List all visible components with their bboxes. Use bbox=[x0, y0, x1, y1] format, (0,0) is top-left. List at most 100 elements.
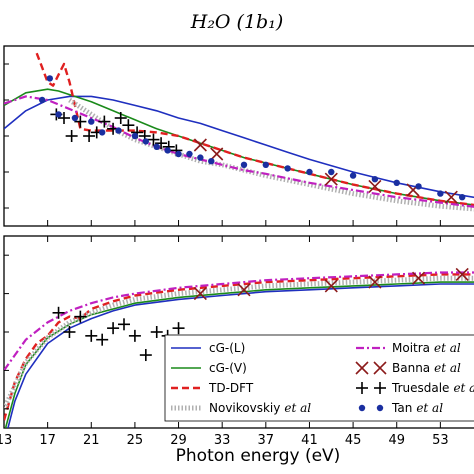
x-tick-label: 13 bbox=[0, 433, 12, 448]
legend-label: Banna et al bbox=[392, 361, 461, 375]
bottom-truesdale-et-al-point bbox=[118, 318, 130, 331]
legend-marker bbox=[373, 361, 387, 375]
bottom-truesdale-et-al-point bbox=[74, 310, 87, 323]
legend-label-suffix: et al bbox=[434, 341, 461, 355]
top-tan-et-al-point bbox=[284, 165, 291, 172]
bottom-truesdale-et-al-point bbox=[52, 306, 65, 319]
bottom-truesdale-et-al-point bbox=[63, 326, 76, 338]
bottom-banna-et-al-point bbox=[324, 279, 338, 293]
legend-label-suffix: et al bbox=[453, 381, 474, 395]
legend-label-suffix: et al bbox=[416, 401, 443, 415]
x-tick-label: 37 bbox=[258, 433, 275, 448]
legend-label: Novikovskiy et al bbox=[209, 401, 311, 415]
legend-item: Banna et al bbox=[355, 361, 461, 375]
x-tick-label: 25 bbox=[127, 433, 144, 448]
top-tan-et-al-point bbox=[437, 190, 444, 197]
bottom-truesdale-et-al-point bbox=[107, 322, 120, 335]
top-tan-et-al-point bbox=[38, 96, 46, 104]
legend-item: TD-DFT bbox=[171, 381, 254, 395]
top-banna-et-al-point bbox=[210, 147, 224, 161]
legend-item: Moitra et al bbox=[356, 341, 461, 355]
top-tan-et-al-point bbox=[88, 118, 95, 125]
legend-label: Tan et al bbox=[391, 401, 443, 415]
top-tan-et-al-point bbox=[142, 138, 150, 145]
legend: cG-(L) cG-(V) TD-DFT Novikovskiy et al Moitra… bbox=[164, 334, 474, 422]
top-tan-et-al-point bbox=[115, 127, 122, 134]
bottom-truesdale-et-al-point bbox=[96, 333, 109, 346]
legend-marker bbox=[376, 404, 384, 412]
bottom-moitra-et-al-line bbox=[4, 271, 474, 372]
legend-item: Tan et al bbox=[358, 401, 443, 415]
legend-label: TD-DFT bbox=[208, 381, 254, 395]
top-tan-et-al-point bbox=[371, 176, 379, 183]
top-banna-et-al-point bbox=[368, 179, 382, 193]
bottom-banna-et-al-point bbox=[237, 283, 251, 297]
legend-marker bbox=[356, 382, 368, 394]
legend-label-suffix: et al bbox=[284, 401, 311, 415]
top-tan-et-al-point bbox=[415, 183, 422, 190]
top-banna-et-al-point bbox=[193, 138, 207, 152]
top-truesdale-et-al-point bbox=[74, 115, 87, 128]
top-truesdale-et-al-point bbox=[58, 112, 70, 124]
legend-item: Novikovskiy et al bbox=[171, 401, 311, 415]
legend-marker bbox=[355, 361, 369, 375]
top-cg-l-line bbox=[4, 95, 474, 199]
x-tick-label: 29 bbox=[170, 433, 187, 448]
top-tan-et-al-point bbox=[349, 172, 357, 179]
top-truesdale-et-al-point bbox=[122, 119, 135, 132]
legend-label: Moitra et al bbox=[392, 341, 461, 355]
top-truesdale-et-al-point bbox=[65, 130, 78, 142]
legend-marker bbox=[374, 382, 386, 394]
legend-item: cG-(V) bbox=[171, 361, 247, 375]
bottom-truesdale-et-al-point bbox=[139, 349, 152, 362]
top-tan-et-al-point bbox=[186, 150, 193, 158]
top-novikovskiy-et-al-line bbox=[68, 97, 474, 212]
legend-label: cG-(L) bbox=[209, 341, 245, 355]
top-tan-et-al-point bbox=[306, 168, 313, 176]
x-axis-ticks: 131721252933374145495357 bbox=[0, 220, 449, 448]
x-tick-label: 45 bbox=[345, 433, 362, 448]
top-moitra-et-al-line bbox=[4, 95, 474, 208]
top-truesdale-et-al-point bbox=[155, 137, 168, 150]
top-tan-et-al-point bbox=[55, 111, 62, 118]
x-tick-label: 53 bbox=[432, 433, 449, 448]
top-truesdale-et-al-point bbox=[114, 112, 127, 124]
bottom-td-dft-line bbox=[4, 273, 474, 421]
legend-label-suffix: et al bbox=[434, 361, 461, 375]
top-tan-et-al-point bbox=[153, 143, 160, 150]
legend-label: cG-(V) bbox=[209, 361, 247, 375]
legend-item: cG-(L) bbox=[171, 341, 245, 355]
top-tan-et-al-point bbox=[98, 129, 106, 136]
top-tan-et-al-point bbox=[71, 114, 79, 122]
top-tan-et-al-point bbox=[197, 154, 204, 161]
bottom-truesdale-et-al-point bbox=[150, 326, 163, 338]
bottom-banna-et-al-point bbox=[411, 271, 426, 285]
x-tick-label: 41 bbox=[301, 433, 318, 448]
legend-box bbox=[164, 334, 474, 422]
top-banna-et-al-point bbox=[444, 190, 458, 204]
top-tan-et-al-point bbox=[262, 161, 270, 168]
x-tick-label: 21 bbox=[83, 433, 100, 448]
x-tick-label: 49 bbox=[388, 433, 405, 448]
bottom-banna-et-al-point bbox=[193, 287, 207, 301]
top-tan-et-al-point bbox=[393, 179, 400, 186]
top-truesdale-et-al-point bbox=[83, 130, 96, 142]
top-panel bbox=[4, 52, 474, 212]
x-tick-label: 33 bbox=[214, 433, 231, 448]
top-tan-et-al-point bbox=[46, 75, 54, 82]
bottom-truesdale-et-al-point bbox=[128, 329, 141, 342]
chart-title: H₂O (1b₁) bbox=[190, 11, 284, 33]
bottom-panel bbox=[4, 254, 474, 428]
top-tan-et-al-point bbox=[328, 168, 335, 176]
top-tan-et-al-point bbox=[131, 132, 139, 140]
top-tan-et-al-point bbox=[240, 161, 248, 168]
top-truesdale-et-al-point bbox=[147, 133, 160, 146]
bottom-truesdale-et-al-point bbox=[85, 329, 98, 342]
top-tan-et-al-point bbox=[175, 150, 182, 158]
x-axis-label: Photon energy (eV) bbox=[176, 446, 341, 466]
top-tan-et-al-point bbox=[458, 194, 466, 201]
bottom-cg-l-line bbox=[7, 283, 474, 428]
